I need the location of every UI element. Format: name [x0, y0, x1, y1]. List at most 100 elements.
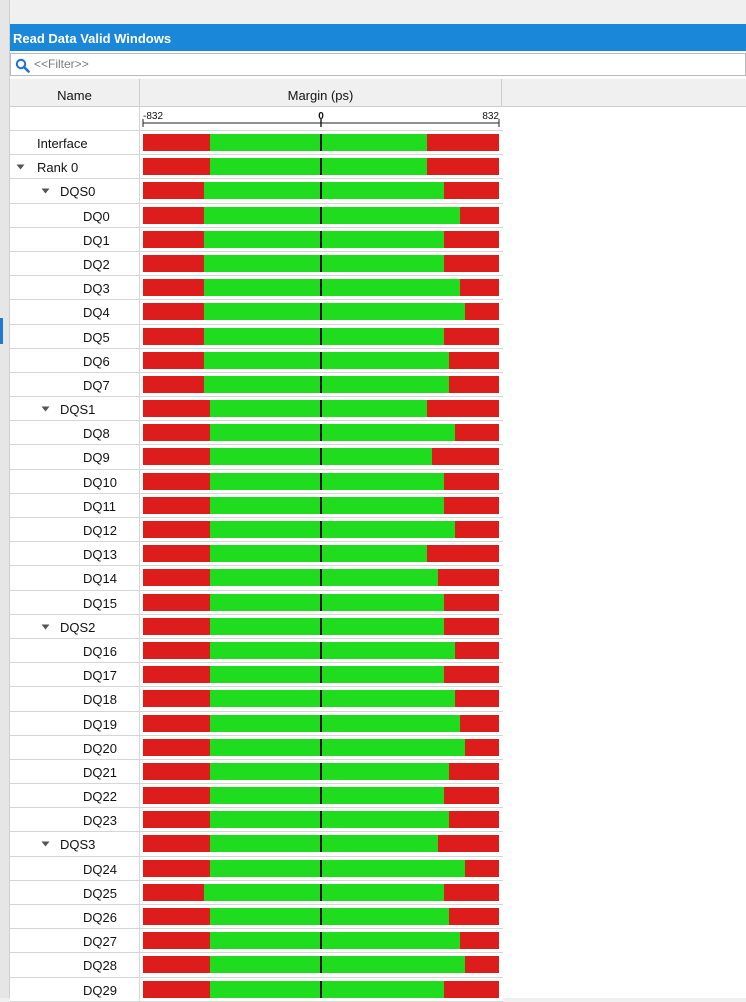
pass-window — [209, 932, 461, 950]
row-name-cell: DQ5 — [10, 324, 140, 348]
chevron-down-icon[interactable] — [41, 406, 50, 412]
tree-row[interactable]: DQ20 — [10, 735, 503, 760]
tree-row[interactable]: DQ13 — [10, 542, 503, 567]
fail-region-right — [460, 279, 499, 297]
tree-row[interactable]: DQ5 — [10, 324, 503, 349]
tree-row[interactable]: DQ26 — [10, 905, 503, 930]
fail-region-left — [143, 593, 210, 611]
tree-row[interactable]: DQ6 — [10, 348, 503, 373]
row-label: DQ29 — [83, 982, 117, 998]
name-column-header[interactable]: Name — [10, 79, 140, 107]
tree-row[interactable]: DQ9 — [10, 445, 503, 470]
tree-row[interactable]: DQ19 — [10, 711, 503, 736]
chevron-down-icon[interactable] — [41, 188, 50, 194]
pass-window — [204, 303, 466, 321]
tree-row[interactable]: DQ23 — [10, 808, 503, 833]
row-name-cell: DQ29 — [10, 977, 140, 1001]
fail-region-right — [465, 303, 499, 321]
tree-row[interactable]: DQ11 — [10, 493, 503, 518]
row-name-cell: DQ2 — [10, 251, 140, 276]
pass-window — [209, 617, 445, 635]
tree-row[interactable]: DQ7 — [10, 372, 503, 398]
margin-axis: -832 0 832 — [142, 111, 500, 127]
row-label: DQ0 — [83, 208, 110, 224]
pass-window — [204, 883, 444, 901]
zero-marker — [320, 400, 322, 418]
tree-row[interactable]: DQ2 — [10, 251, 503, 277]
row-name-cell: DQ24 — [10, 856, 140, 880]
tree-row[interactable]: DQ4 — [10, 300, 503, 325]
tree-row[interactable]: DQ17 — [10, 663, 503, 688]
tree-row[interactable]: DQ27 — [10, 929, 503, 954]
tree-row[interactable]: DQS0 — [10, 179, 503, 204]
margin-bar — [143, 424, 499, 442]
fail-region-left — [143, 448, 210, 466]
tree-row[interactable]: DQ8 — [10, 421, 503, 446]
chevron-down-icon[interactable] — [41, 841, 50, 847]
pass-window — [204, 182, 444, 200]
filter-input[interactable]: <<Filter>> — [10, 53, 746, 76]
zero-marker — [320, 980, 322, 998]
pass-window — [204, 327, 444, 345]
row-label: DQ11 — [83, 498, 116, 514]
margin-bar — [143, 351, 499, 369]
fail-region-left — [143, 641, 210, 659]
margin-bar — [143, 230, 499, 248]
fail-region-right — [444, 617, 499, 635]
tree-row[interactable]: DQ28 — [10, 953, 503, 978]
tree-row[interactable]: DQ1 — [10, 227, 503, 252]
fail-region-left — [143, 956, 210, 974]
tree-row[interactable]: DQ12 — [10, 518, 503, 543]
tree-row[interactable]: Rank 0 — [10, 155, 503, 180]
tree-row[interactable]: DQ10 — [10, 469, 503, 494]
fail-region-right — [449, 762, 499, 780]
row-name-cell: DQ27 — [10, 929, 140, 953]
fail-region-left — [143, 811, 210, 829]
margin-bar — [143, 375, 499, 393]
row-label: DQ13 — [83, 547, 117, 563]
tree-row[interactable]: DQ22 — [10, 784, 503, 809]
tree-row[interactable]: DQ21 — [10, 759, 503, 785]
row-label: DQ3 — [83, 281, 110, 297]
pass-window — [209, 521, 455, 538]
margin-bar — [143, 835, 499, 853]
row-label: DQS2 — [60, 619, 96, 635]
margin-column-header[interactable]: Margin (ps) — [140, 79, 502, 107]
fail-region-right — [454, 690, 499, 708]
row-name-cell: DQS3 — [10, 832, 140, 856]
fail-region-left — [143, 738, 210, 756]
margin-bar — [143, 545, 499, 563]
tree-row[interactable]: DQ25 — [10, 880, 503, 905]
margin-tree[interactable]: Interface Rank 0 DQS0 DQ0 DQ1 DQ2 DQ3 DQ4 DQ5 DQ6… — [10, 131, 503, 1002]
margin-bar-cell — [140, 300, 502, 323]
row-name-cell: DQ13 — [10, 542, 140, 566]
tree-row[interactable]: DQ15 — [10, 590, 503, 615]
fail-region-right — [454, 521, 499, 538]
margin-bar — [143, 327, 499, 345]
tree-row[interactable]: Interface — [10, 131, 503, 156]
margin-bar-cell — [140, 445, 502, 468]
tree-row[interactable]: DQ18 — [10, 687, 503, 712]
pass-window — [209, 496, 445, 514]
tree-row[interactable]: DQ14 — [10, 566, 503, 591]
tree-row[interactable]: DQS2 — [10, 614, 503, 639]
tree-row[interactable]: DQS1 — [10, 397, 503, 422]
tree-row[interactable]: DQ29 — [10, 977, 503, 1002]
margin-bar-cell — [140, 929, 502, 952]
row-name-cell: DQ20 — [10, 735, 140, 759]
chevron-down-icon[interactable] — [16, 164, 25, 170]
margin-bar-cell — [140, 591, 502, 614]
tree-row[interactable]: DQ3 — [10, 276, 503, 301]
fail-region-left — [143, 908, 210, 925]
margin-bar-cell — [140, 639, 502, 662]
chevron-down-icon[interactable] — [41, 624, 50, 630]
fail-region-left — [143, 714, 210, 732]
tree-row[interactable]: DQ16 — [10, 638, 503, 664]
zero-marker — [320, 956, 322, 974]
tree-row[interactable]: DQ24 — [10, 856, 503, 881]
pass-window — [209, 472, 445, 490]
zero-marker — [320, 254, 322, 272]
tree-row[interactable]: DQ0 — [10, 203, 503, 228]
left-dock-strip — [0, 0, 10, 998]
tree-row[interactable]: DQS3 — [10, 832, 503, 857]
